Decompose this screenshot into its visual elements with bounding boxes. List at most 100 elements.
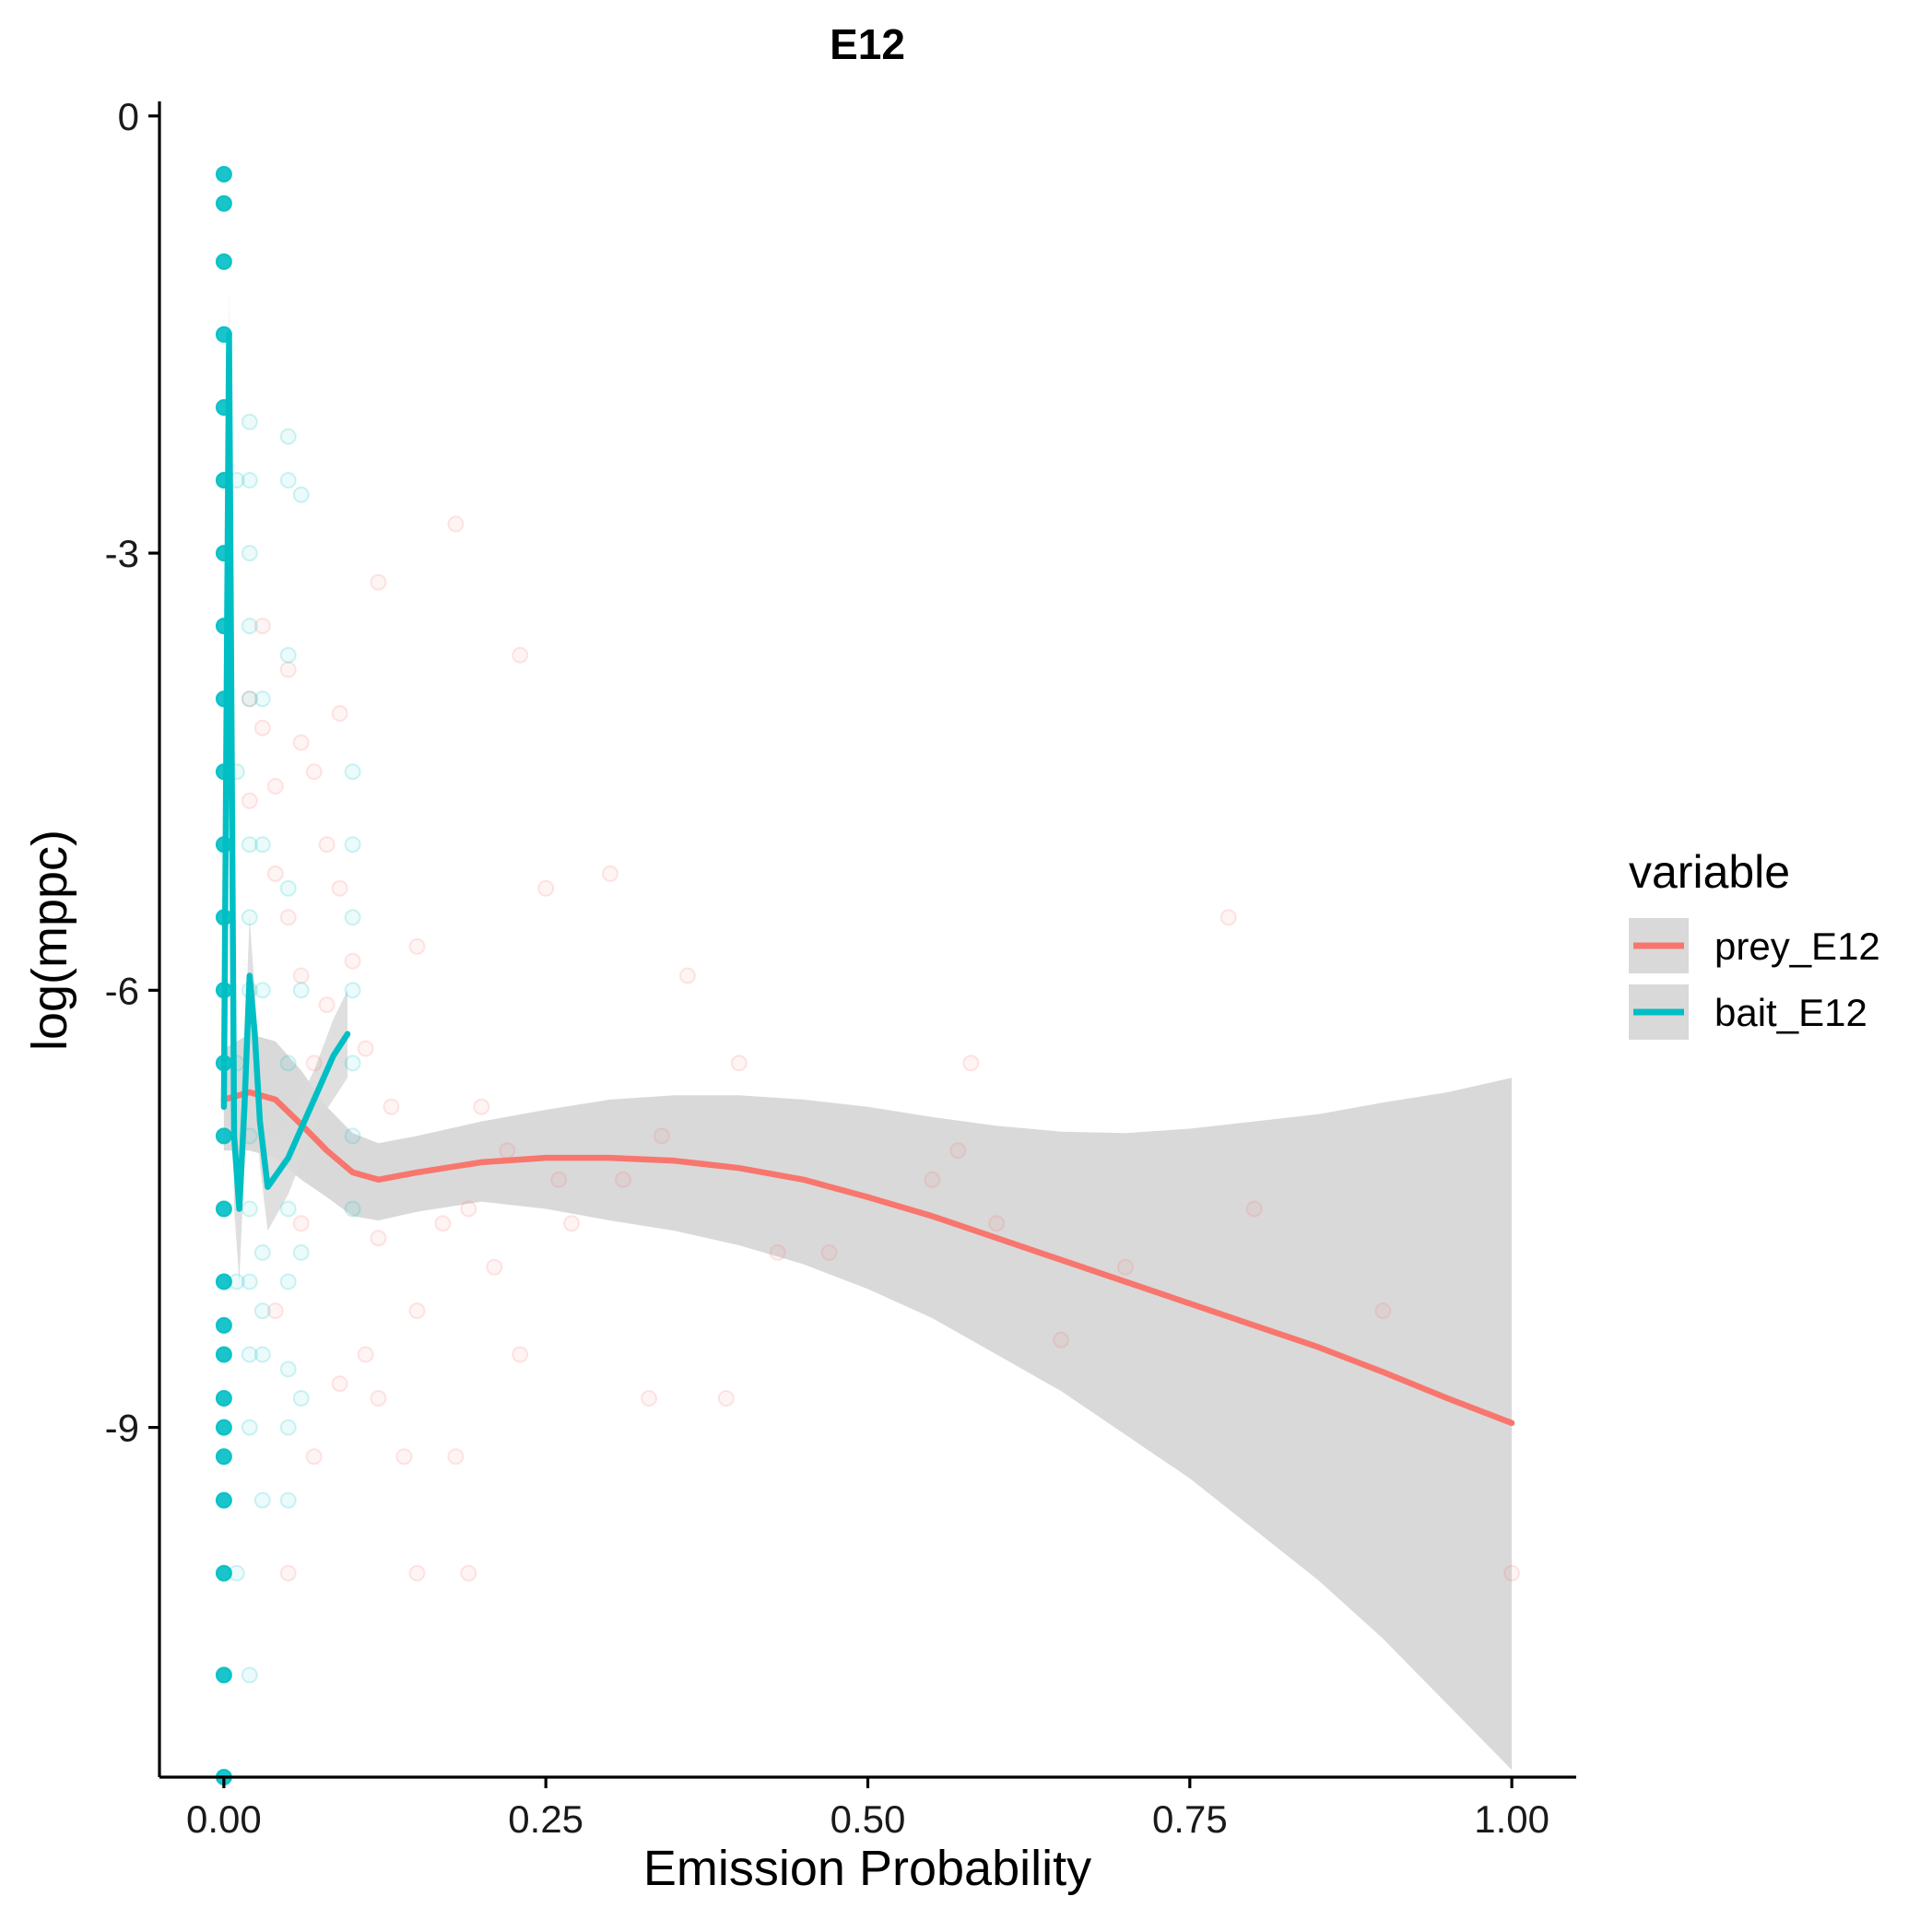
- legend-title: variable: [1629, 846, 1790, 898]
- point-bait_E12-48: [253, 1243, 271, 1261]
- legend-label-bait: bait_E12: [1714, 991, 1867, 1034]
- point-bait_E12-23: [215, 1564, 232, 1582]
- point-prey_E12-55: [408, 1564, 426, 1582]
- point-bait_E12-29: [228, 1273, 245, 1290]
- point-prey_E12-7: [279, 909, 297, 926]
- y-axis-ticks: 0 -3 -6 -9: [105, 95, 159, 1450]
- point-prey_E12-56: [460, 1564, 477, 1582]
- point-prey_E12-28: [615, 1171, 631, 1188]
- point-prey_E12-12: [318, 836, 336, 854]
- smooth-lines: [220, 331, 1515, 1427]
- point-prey_E12-19: [383, 1098, 400, 1115]
- point-prey_E12-1: [241, 792, 258, 809]
- point-bait_E12-42: [241, 1346, 258, 1363]
- point-prey_E12-15: [331, 879, 348, 897]
- point-prey_E12-63: [370, 1390, 387, 1407]
- point-bait_E12-15: [215, 1200, 232, 1218]
- point-bait_E12-19: [215, 1390, 232, 1407]
- point-prey_E12-2: [253, 618, 271, 635]
- point-prey_E12-49: [447, 1448, 465, 1466]
- point-prey_E12-16: [344, 952, 361, 970]
- point-bait_E12-71: [344, 1127, 361, 1145]
- legend-label-prey: prey_E12: [1714, 925, 1880, 968]
- legend: variable prey_E12 bait_E12: [1629, 846, 1880, 1040]
- y-tick-label-0: 0: [118, 95, 139, 138]
- point-bait_E12-61: [279, 1491, 297, 1509]
- point-prey_E12-10: [305, 763, 323, 781]
- confidence-bands: [223, 290, 1513, 1771]
- point-bait_E12-49: [253, 1302, 271, 1320]
- confidence-band-prey_E12: [223, 1033, 1513, 1771]
- point-prey_E12-51: [512, 1346, 529, 1363]
- x-tick-label-4: 1.00: [1474, 1797, 1549, 1841]
- point-bait_E12-68: [344, 909, 361, 926]
- point-prey_E12-34: [924, 1171, 941, 1188]
- point-bait_E12-47: [253, 982, 271, 999]
- point-bait_E12-59: [279, 1361, 297, 1378]
- point-bait_E12-40: [241, 1200, 258, 1218]
- point-prey_E12-21: [447, 515, 465, 533]
- point-bait_E12-72: [344, 1200, 361, 1218]
- point-bait_E12-69: [344, 982, 361, 999]
- point-prey_E12-58: [305, 1448, 323, 1466]
- point-prey_E12-43: [1503, 1564, 1521, 1582]
- point-bait_E12-65: [292, 1390, 310, 1407]
- point-bait_E12-67: [344, 836, 361, 854]
- point-prey_E12-57: [279, 1564, 297, 1582]
- point-bait_E12-64: [292, 1243, 310, 1261]
- x-axis-ticks: 0.00 0.25 0.50 0.75 1.00: [186, 1777, 1549, 1841]
- point-prey_E12-50: [486, 1258, 503, 1276]
- point-bait_E12-36: [241, 836, 258, 854]
- point-prey_E12-38: [1053, 1331, 1070, 1349]
- point-prey_E12-54: [717, 1390, 735, 1407]
- y-tick-label-3: -9: [105, 1407, 139, 1450]
- point-bait_E12-30: [228, 1564, 245, 1582]
- point-prey_E12-24: [512, 646, 529, 664]
- point-bait_E12-2: [215, 253, 232, 270]
- point-prey_E12-11: [305, 1054, 323, 1072]
- point-bait_E12-43: [241, 1419, 258, 1436]
- chart-title: E12: [830, 20, 905, 68]
- point-bait_E12-63: [292, 982, 310, 999]
- point-prey_E12-33: [820, 1243, 838, 1261]
- point-bait_E12-51: [253, 1491, 271, 1509]
- point-bait_E12-52: [279, 428, 297, 445]
- point-prey_E12-52: [550, 1171, 568, 1188]
- point-prey_E12-37: [988, 1215, 1006, 1232]
- point-bait_E12-14: [215, 1127, 232, 1145]
- point-bait_E12-53: [279, 472, 297, 489]
- x-tick-label-1: 0.25: [508, 1797, 583, 1841]
- point-prey_E12-5: [266, 778, 284, 795]
- point-prey_E12-48: [408, 1302, 426, 1320]
- scatter-points: [215, 166, 1521, 1785]
- x-tick-label-3: 0.75: [1152, 1797, 1228, 1841]
- y-tick-label-2: -6: [105, 969, 139, 1012]
- point-bait_E12-18: [215, 1346, 232, 1363]
- point-prey_E12-29: [653, 1127, 670, 1145]
- point-prey_E12-13: [318, 996, 336, 1014]
- point-prey_E12-61: [434, 1215, 452, 1232]
- point-bait_E12-54: [279, 646, 297, 664]
- point-bait_E12-44: [241, 1667, 258, 1684]
- smooth-line-bait_E12: [220, 331, 351, 1212]
- point-prey_E12-47: [370, 1230, 387, 1247]
- point-prey_E12-0: [241, 690, 258, 708]
- point-bait_E12-17: [215, 1316, 232, 1334]
- point-prey_E12-59: [357, 1346, 374, 1363]
- point-prey_E12-6: [279, 661, 297, 678]
- point-prey_E12-32: [769, 1243, 786, 1261]
- point-bait_E12-24: [215, 1667, 232, 1684]
- point-bait_E12-55: [279, 879, 297, 897]
- point-prey_E12-40: [1219, 909, 1237, 926]
- point-bait_E12-66: [344, 763, 361, 781]
- point-prey_E12-42: [1374, 1302, 1392, 1320]
- point-prey_E12-20: [408, 937, 426, 955]
- point-prey_E12-46: [331, 1375, 348, 1393]
- point-bait_E12-16: [215, 1273, 232, 1290]
- point-bait_E12-62: [292, 486, 310, 503]
- point-prey_E12-62: [473, 1098, 490, 1115]
- point-prey_E12-36: [962, 1054, 980, 1072]
- point-bait_E12-35: [241, 690, 258, 708]
- point-prey_E12-53: [641, 1390, 657, 1407]
